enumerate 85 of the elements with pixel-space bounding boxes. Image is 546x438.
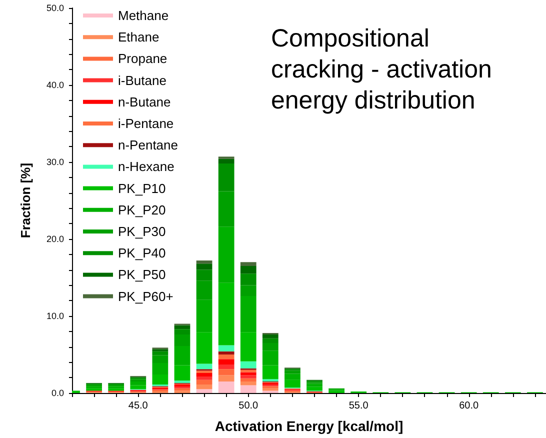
bar [240, 332, 256, 362]
legend-label: PK_P30 [118, 224, 166, 239]
bar [240, 361, 256, 368]
legend-label: PK_P60+ [118, 288, 174, 304]
x-tick-label: 50.0 [238, 400, 259, 412]
bar [218, 354, 234, 360]
bar [306, 386, 322, 391]
x-tick-label: 55.0 [348, 400, 369, 412]
legend-label: PK_P50 [118, 267, 166, 282]
bar [240, 381, 256, 386]
bar [174, 346, 190, 366]
y-axis-title: Fraction [%] [18, 162, 33, 238]
bar [174, 329, 190, 334]
bar [240, 262, 256, 266]
bar [284, 380, 300, 388]
bar [218, 226, 234, 283]
x-axis-title: Activation Energy [kcal/mol] [214, 418, 404, 434]
bar [196, 332, 212, 364]
y-tick-label: 50.0 [46, 3, 64, 13]
bar [262, 334, 278, 338]
bar [262, 342, 278, 351]
bar [174, 325, 190, 330]
bar [218, 375, 234, 382]
bar [196, 300, 212, 332]
legend-label: n-Butane [118, 94, 171, 110]
bar [196, 260, 212, 264]
bar [284, 374, 300, 380]
bar [196, 270, 212, 281]
legend-label: i-Butane [118, 72, 166, 88]
bar [218, 351, 234, 354]
bar [218, 364, 234, 370]
bar [240, 266, 256, 274]
legend-label: PK_P40 [118, 246, 166, 261]
bar [152, 351, 168, 356]
bar [174, 334, 190, 346]
legend-label: n-Hexane [118, 159, 174, 174]
bar [240, 378, 256, 382]
bar [196, 264, 212, 270]
bar [196, 380, 212, 385]
bar [218, 191, 234, 227]
bar [130, 385, 146, 390]
bar [262, 338, 278, 343]
x-tick-label: 45.0 [128, 400, 148, 412]
bar [218, 359, 234, 365]
y-tick-label: 30.0 [46, 157, 64, 167]
legend-label: PK_P10 [118, 180, 166, 196]
legend-label: PK_P20 [118, 202, 166, 218]
bar [218, 381, 234, 393]
bar [218, 164, 234, 192]
bar [240, 296, 256, 332]
legend-label: i-Pentane [118, 116, 174, 131]
bar [196, 280, 212, 300]
bar [240, 285, 256, 296]
x-tick-label: 60.0 [459, 400, 480, 412]
bar [284, 370, 300, 374]
bar [196, 389, 212, 393]
y-tick-label: 0.0 [51, 388, 64, 398]
text: Compositional cracking - activation energy distribution [271, 24, 499, 114]
bar [218, 158, 234, 164]
y-tick-label: 40.0 [46, 80, 64, 90]
legend-label: n-Pentane [118, 138, 178, 153]
bar [130, 381, 146, 386]
bar [262, 365, 278, 380]
legend-label: Ethane [118, 30, 160, 45]
y-tick-label: 10.0 [46, 311, 64, 321]
bar [196, 372, 212, 377]
bar [152, 362, 168, 375]
bar [196, 376, 212, 380]
bar [306, 384, 322, 387]
bar [218, 369, 234, 376]
bar [174, 365, 190, 381]
legend-label: Methane [118, 8, 169, 23]
bar [240, 375, 256, 378]
bar [196, 384, 212, 390]
bar [240, 385, 256, 393]
bar [218, 282, 234, 346]
y-tick-label: 20.0 [46, 234, 64, 244]
bar [262, 350, 278, 366]
bar [218, 345, 234, 352]
bar [152, 355, 168, 363]
bar [196, 364, 212, 370]
legend-label: Propane [118, 51, 168, 66]
bar [240, 372, 256, 376]
bar [240, 274, 256, 286]
bar [152, 374, 168, 385]
